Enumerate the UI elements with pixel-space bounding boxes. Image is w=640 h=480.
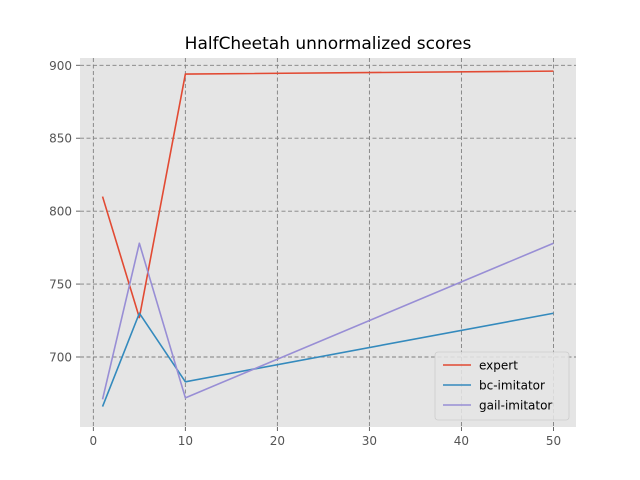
y-tick-label: 700 [49,350,72,364]
x-axis-ticks: 0 10 20 30 40 50 [90,427,561,448]
y-tick-label: 900 [49,59,72,73]
legend-label-expert: expert [479,359,518,373]
y-tick-label: 850 [49,132,72,146]
legend-box [434,351,570,421]
y-tick-label: 800 [49,205,72,219]
series-line-bc-imitator [101,312,554,407]
series-line-gail-imitator [101,242,554,400]
x-tick-label: 0 [90,434,98,448]
x-tick-label: 30 [362,434,377,448]
y-tick-label: 750 [49,278,72,292]
chart-title: HalfCheetah unnormalized scores [185,34,472,54]
legend: expert bc-imitator gail-imitator [434,351,570,421]
x-tick-label: 10 [178,434,193,448]
x-tick-label: 40 [454,434,469,448]
legend-label-bc-imitator: bc-imitator [479,379,545,393]
series-line-expert [101,70,554,319]
y-axis-ticks: 700 750 800 850 900 [49,59,80,364]
x-tick-label: 50 [546,434,561,448]
series-lines [101,70,554,407]
grid-lines [80,58,576,427]
x-tick-label: 20 [270,434,285,448]
legend-label-gail-imitator: gail-imitator [479,399,552,413]
